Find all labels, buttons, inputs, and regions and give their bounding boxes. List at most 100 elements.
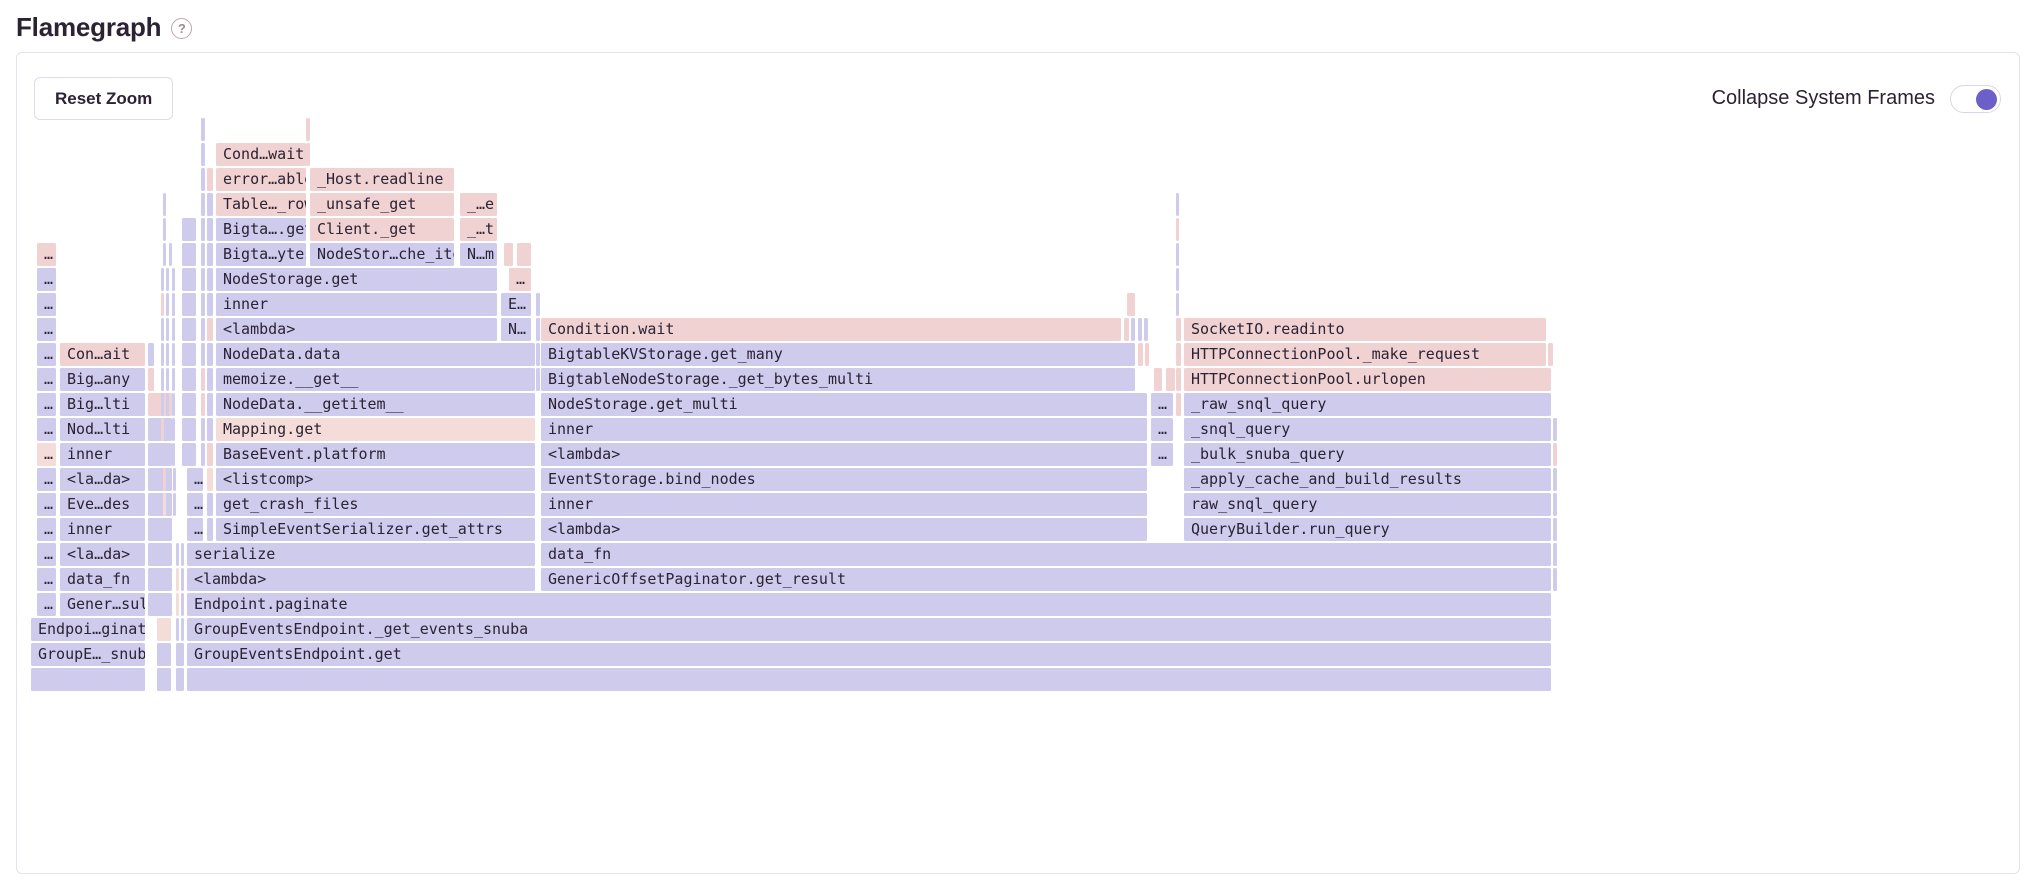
flame-frame[interactable]: _bulk_snuba_query xyxy=(1184,443,1551,466)
flame-frame[interactable]: inner xyxy=(60,518,145,541)
flame-frame-narrow[interactable] xyxy=(148,568,172,591)
flame-frame-narrow[interactable] xyxy=(1131,318,1135,341)
flame-frame-narrow[interactable] xyxy=(1176,393,1181,416)
flame-frame[interactable]: <listcomp> xyxy=(216,468,535,491)
flame-frame-narrow[interactable] xyxy=(1176,343,1181,366)
flame-frame-narrow[interactable] xyxy=(182,443,196,466)
flame-frame[interactable]: … xyxy=(1151,443,1173,466)
flame-frame-narrow[interactable] xyxy=(536,293,540,316)
flame-frame[interactable]: _unsafe_get xyxy=(310,193,454,216)
flame-frame-narrow[interactable] xyxy=(1176,193,1179,216)
flame-frame-narrow[interactable] xyxy=(166,268,169,291)
flame-frame[interactable]: … xyxy=(37,318,56,341)
flame-frame[interactable]: BaseEvent.platform xyxy=(216,443,535,466)
flame-frame-narrow[interactable] xyxy=(1553,443,1557,466)
flame-frame-narrow[interactable] xyxy=(176,618,179,641)
flame-frame[interactable]: … xyxy=(37,568,56,591)
flame-frame-narrow[interactable] xyxy=(201,393,205,416)
flame-frame[interactable]: Eve…des xyxy=(60,493,145,516)
flame-frame[interactable]: … xyxy=(37,518,56,541)
flame-frame[interactable]: … xyxy=(37,543,56,566)
flame-frame[interactable]: … xyxy=(187,468,203,491)
flame-frame-narrow[interactable] xyxy=(161,443,164,466)
flame-frame[interactable]: inner xyxy=(216,293,497,316)
flame-frame-narrow[interactable] xyxy=(172,343,175,366)
flame-frame-narrow[interactable] xyxy=(166,443,169,466)
flame-frame[interactable]: inner xyxy=(541,493,1147,516)
flame-frame-narrow[interactable] xyxy=(157,618,171,641)
flame-frame-narrow[interactable] xyxy=(172,418,175,441)
flame-frame[interactable]: … xyxy=(37,393,56,416)
flame-frame-narrow[interactable] xyxy=(148,368,154,391)
flame-frame-narrow[interactable] xyxy=(1145,343,1149,366)
flame-frame-narrow[interactable] xyxy=(1138,343,1143,366)
flame-frame[interactable]: Endpoi…ginate xyxy=(31,618,145,641)
flame-frame-narrow[interactable] xyxy=(166,393,169,416)
flame-frame[interactable]: serialize xyxy=(187,543,535,566)
flame-frame-narrow[interactable] xyxy=(182,393,196,416)
flame-frame-narrow[interactable] xyxy=(168,518,171,541)
flame-frame-narrow[interactable] xyxy=(157,643,171,666)
flame-frame-narrow[interactable] xyxy=(1553,543,1557,566)
flame-frame-narrow[interactable] xyxy=(157,668,171,691)
flame-frame-narrow[interactable] xyxy=(166,318,169,341)
flame-frame-narrow[interactable] xyxy=(176,568,179,591)
flame-frame[interactable]: data_fn xyxy=(541,543,1551,566)
flame-frame-narrow[interactable] xyxy=(207,168,213,191)
flame-frame-narrow[interactable] xyxy=(182,218,196,241)
flame-frame-narrow[interactable] xyxy=(207,268,213,291)
flame-frame-narrow[interactable] xyxy=(306,143,310,166)
flame-frame-narrow[interactable] xyxy=(172,318,175,341)
help-circle-icon[interactable]: ? xyxy=(171,18,193,39)
flame-frame[interactable]: … xyxy=(37,443,56,466)
flame-frame-narrow[interactable] xyxy=(1154,368,1162,391)
flame-frame-narrow[interactable] xyxy=(201,168,205,191)
flame-frame-narrow[interactable] xyxy=(181,593,184,616)
flame-frame[interactable]: Client._get xyxy=(310,218,454,241)
flame-frame-narrow[interactable] xyxy=(182,343,196,366)
flame-frame[interactable]: N…m xyxy=(460,243,497,266)
flame-frame[interactable]: GenericOffsetPaginator.get_result xyxy=(541,568,1551,591)
flame-frame-narrow[interactable] xyxy=(163,493,166,516)
flame-frame-narrow[interactable] xyxy=(181,618,184,641)
flame-frame-narrow[interactable] xyxy=(1553,418,1557,441)
flame-frame[interactable]: … xyxy=(37,243,56,266)
flame-frame-narrow[interactable] xyxy=(161,318,164,341)
flame-frame-narrow[interactable] xyxy=(201,368,205,391)
flame-frame-narrow[interactable] xyxy=(504,243,513,266)
flame-frame-narrow[interactable] xyxy=(201,218,205,241)
flame-frame-narrow[interactable] xyxy=(1553,468,1557,491)
flame-frame-narrow[interactable] xyxy=(201,318,205,341)
flame-frame-narrow[interactable] xyxy=(1176,318,1181,341)
flame-frame[interactable]: <lambda> xyxy=(541,443,1147,466)
flame-frame-narrow[interactable] xyxy=(182,368,196,391)
flame-frame[interactable]: _raw_snql_query xyxy=(1184,393,1551,416)
flame-frame[interactable]: Mapping.get xyxy=(216,418,535,441)
flame-frame-narrow[interactable] xyxy=(172,293,175,316)
flame-frame-narrow[interactable] xyxy=(182,268,196,291)
flame-frame[interactable]: NodeData.__getitem__ xyxy=(216,393,535,416)
flame-frame-narrow[interactable] xyxy=(1176,243,1179,266)
flame-frame[interactable]: NodeStorage.get_multi xyxy=(541,393,1147,416)
flame-frame[interactable]: <lambda> xyxy=(541,518,1147,541)
flame-frame-narrow[interactable] xyxy=(1176,368,1181,391)
flame-frame-narrow[interactable] xyxy=(1166,368,1175,391)
flame-frame[interactable]: Big…lti xyxy=(60,393,145,416)
flame-frame-narrow[interactable] xyxy=(148,593,172,616)
flame-frame-narrow[interactable] xyxy=(168,493,171,516)
flame-frame[interactable]: <la…da> xyxy=(60,468,145,491)
flame-frame[interactable]: E… xyxy=(501,293,531,316)
flame-frame[interactable]: … xyxy=(37,293,56,316)
flame-frame[interactable]: Nod…lti xyxy=(60,418,145,441)
flame-frame-narrow[interactable] xyxy=(163,193,166,216)
flame-frame-narrow[interactable] xyxy=(1553,568,1557,591)
flame-frame[interactable]: … xyxy=(37,418,56,441)
flame-frame[interactable]: Bigta…ytes xyxy=(216,243,306,266)
flame-frame-narrow[interactable] xyxy=(173,493,176,516)
flame-frame-narrow[interactable] xyxy=(1176,268,1179,291)
flame-frame-narrow[interactable] xyxy=(166,418,169,441)
flame-frame-narrow[interactable] xyxy=(201,143,205,166)
flame-frame-narrow[interactable] xyxy=(182,418,196,441)
flame-frame-narrow[interactable] xyxy=(181,568,184,591)
flame-frame-narrow[interactable] xyxy=(176,668,184,691)
